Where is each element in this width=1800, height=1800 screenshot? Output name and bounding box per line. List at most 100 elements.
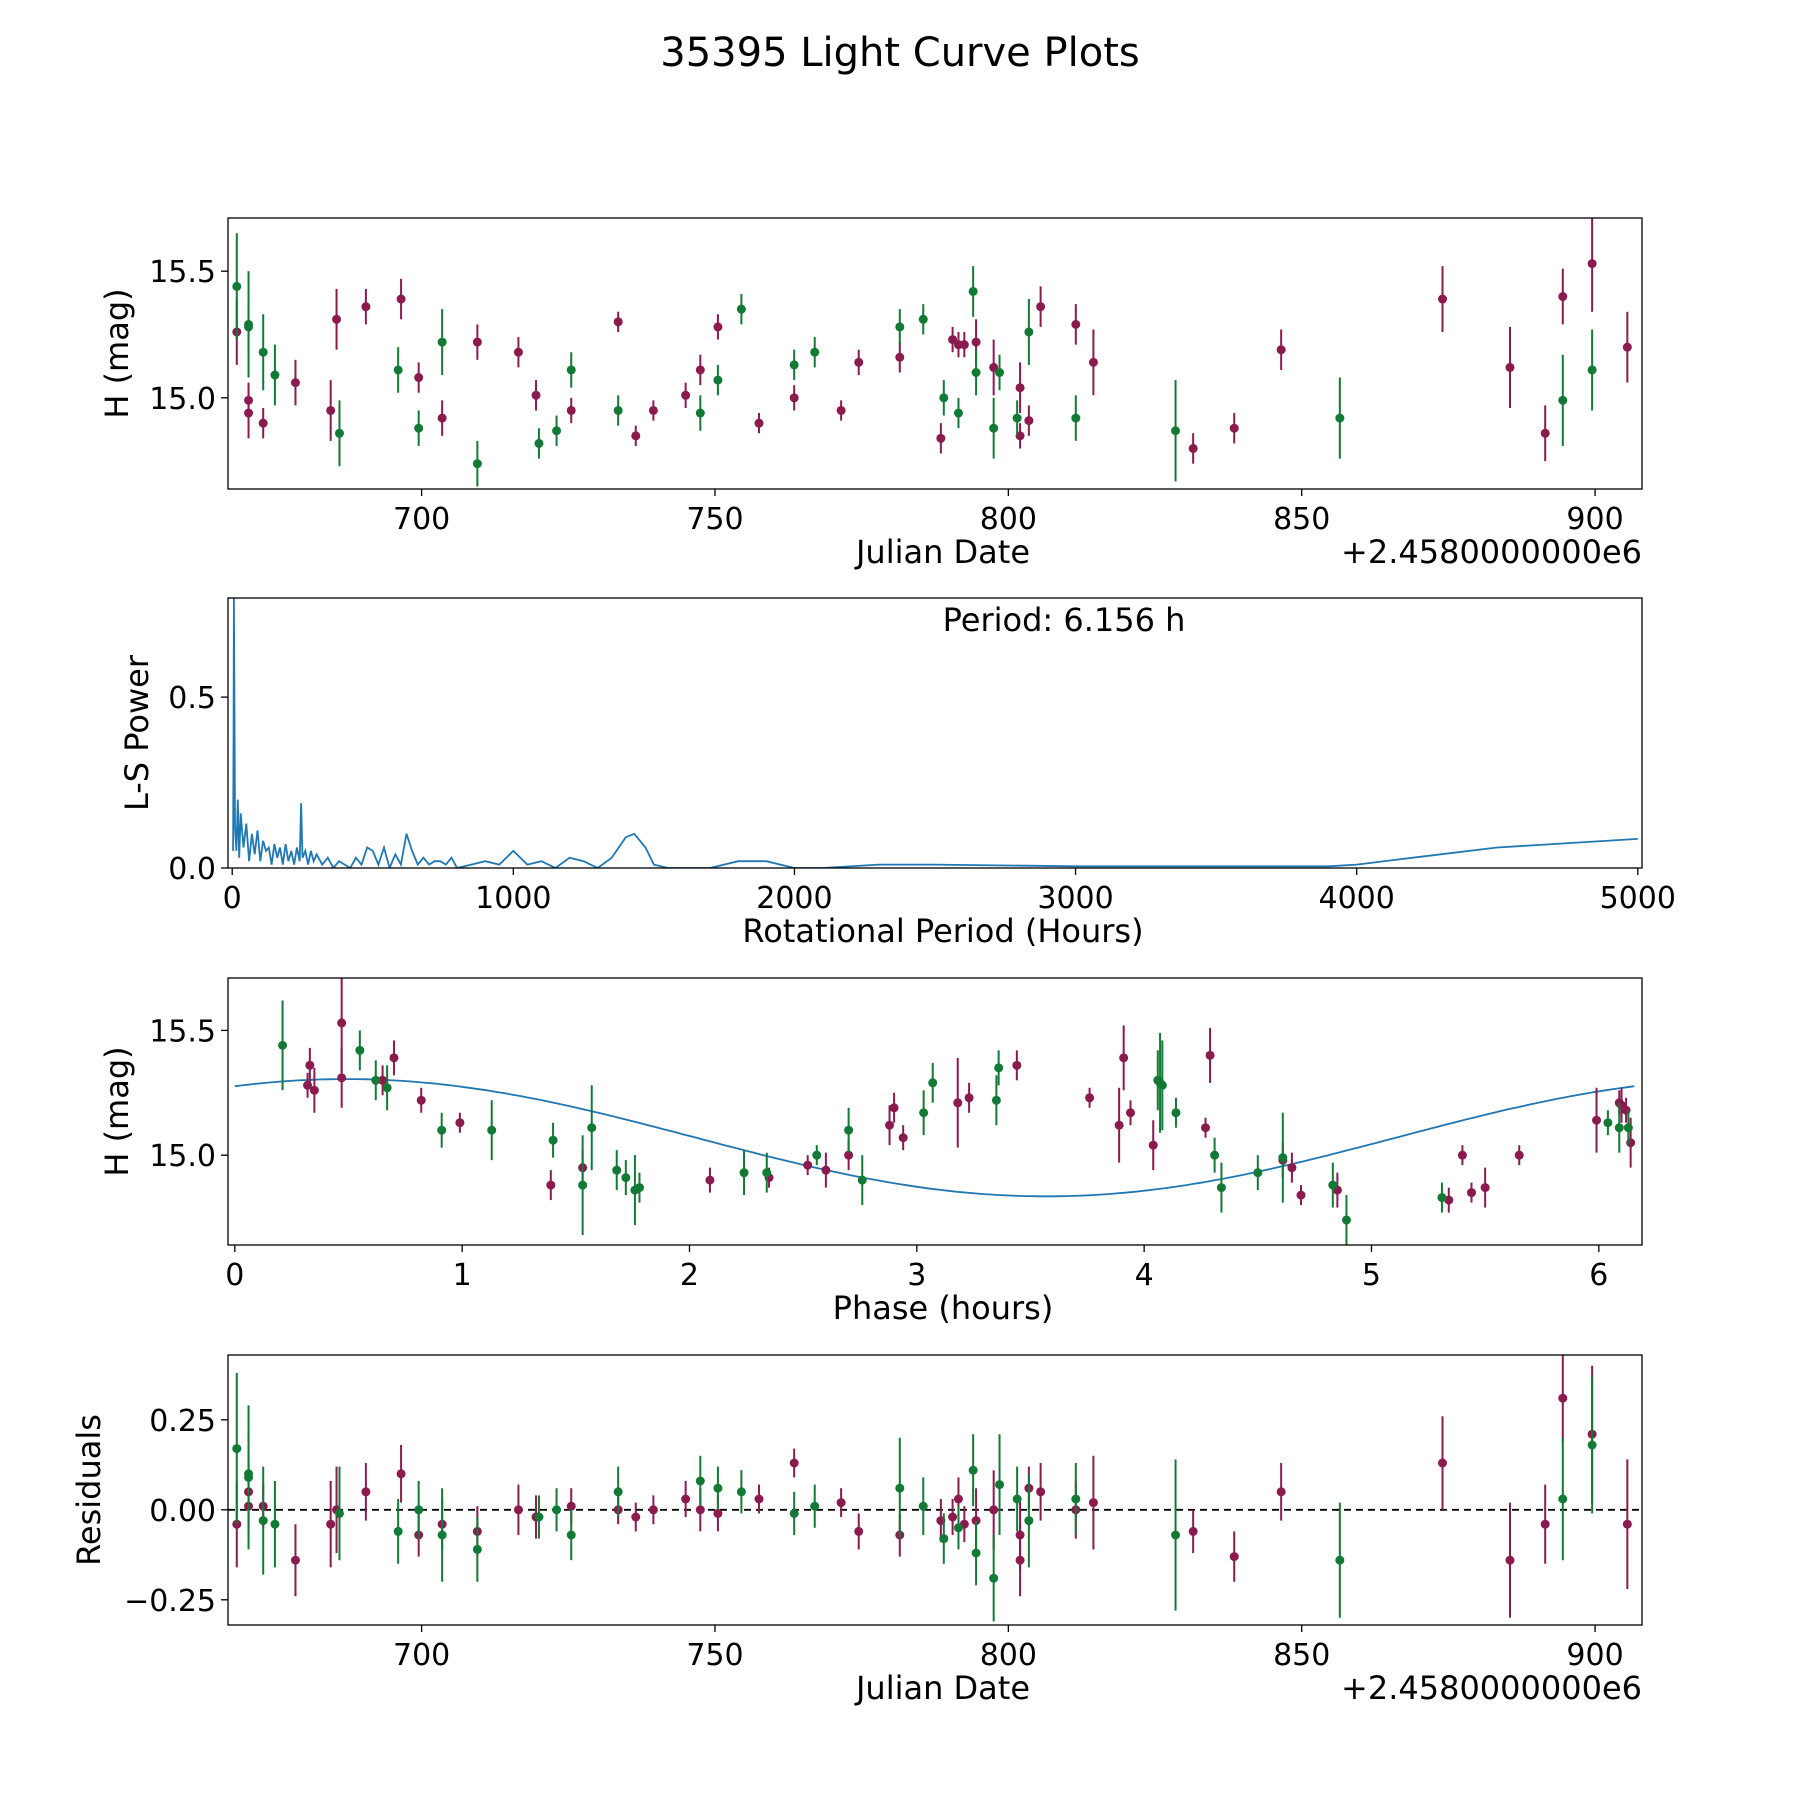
data-point bbox=[414, 1505, 424, 1515]
x-tick-label: 800 bbox=[980, 1638, 1037, 1673]
data-point bbox=[1558, 292, 1568, 302]
data-point bbox=[393, 365, 403, 375]
data-point bbox=[854, 357, 864, 367]
x-axis-label: Phase (hours) bbox=[833, 1289, 1054, 1327]
data-point bbox=[613, 1487, 623, 1497]
data-point bbox=[810, 1501, 820, 1511]
data-point bbox=[393, 1526, 403, 1536]
data-point bbox=[326, 1519, 336, 1529]
data-point bbox=[303, 1080, 313, 1090]
plot-frame bbox=[227, 977, 1643, 1246]
data-point bbox=[968, 286, 978, 296]
data-point bbox=[513, 1505, 523, 1515]
plot-data bbox=[228, 1355, 1642, 1622]
data-point bbox=[1216, 1183, 1226, 1193]
data-point bbox=[971, 337, 981, 347]
data-point bbox=[1036, 1487, 1046, 1497]
data-point bbox=[1188, 443, 1198, 453]
data-point bbox=[621, 1173, 631, 1183]
data-point bbox=[566, 365, 576, 375]
x-tick-label: 2 bbox=[680, 1258, 699, 1293]
data-point bbox=[1335, 413, 1345, 423]
data-point bbox=[414, 373, 424, 383]
data-point bbox=[337, 1073, 347, 1083]
data-point bbox=[1171, 1108, 1181, 1118]
data-point bbox=[895, 352, 905, 362]
data-point bbox=[991, 1095, 1001, 1105]
data-point bbox=[1444, 1195, 1454, 1205]
data-point bbox=[713, 1508, 723, 1518]
period-annotation: Period: 6.156 h bbox=[943, 601, 1186, 639]
data-point bbox=[472, 337, 482, 347]
data-point bbox=[964, 1093, 974, 1103]
data-point bbox=[1012, 413, 1022, 423]
data-point bbox=[270, 1519, 280, 1529]
data-point bbox=[754, 1494, 764, 1504]
data-point bbox=[898, 1133, 908, 1143]
data-point bbox=[1438, 294, 1448, 304]
data-point bbox=[885, 1120, 895, 1130]
data-point bbox=[762, 1168, 772, 1178]
plot-data bbox=[232, 218, 1632, 487]
data-point bbox=[1614, 1123, 1624, 1133]
data-point bbox=[1126, 1108, 1136, 1118]
data-point bbox=[1622, 342, 1632, 352]
data-point bbox=[1201, 1123, 1211, 1133]
data-point bbox=[334, 1508, 344, 1518]
data-point bbox=[895, 322, 905, 332]
data-point bbox=[936, 433, 946, 443]
x-tick-label: 850 bbox=[1273, 502, 1330, 537]
data-point bbox=[681, 390, 691, 400]
data-point bbox=[244, 1469, 254, 1479]
data-point bbox=[513, 347, 523, 357]
data-point bbox=[1071, 319, 1081, 329]
y-tick-label: 0.5 bbox=[168, 681, 216, 716]
x-tick-label: 0 bbox=[223, 881, 242, 916]
data-point bbox=[1276, 345, 1286, 355]
x-tick-label: 2000 bbox=[756, 881, 832, 916]
data-point bbox=[681, 1494, 691, 1504]
y-axis-label: Residuals bbox=[70, 1414, 108, 1566]
data-point bbox=[270, 370, 280, 380]
data-point bbox=[578, 1180, 588, 1190]
data-point bbox=[416, 1095, 426, 1105]
data-point bbox=[232, 281, 242, 291]
x-tick-label: 850 bbox=[1273, 1638, 1330, 1673]
data-point bbox=[396, 294, 406, 304]
data-point bbox=[648, 405, 658, 415]
data-point bbox=[487, 1125, 497, 1135]
data-point bbox=[648, 1505, 658, 1515]
data-point bbox=[612, 1165, 622, 1175]
data-point bbox=[1171, 426, 1181, 436]
data-point bbox=[919, 1108, 929, 1118]
data-point bbox=[566, 1501, 576, 1511]
data-point bbox=[355, 1045, 365, 1055]
data-point bbox=[290, 1555, 300, 1565]
plot-frame bbox=[227, 1354, 1643, 1626]
data-point bbox=[1012, 1060, 1022, 1070]
data-point bbox=[1210, 1150, 1220, 1160]
data-point bbox=[989, 1573, 999, 1583]
data-point bbox=[1540, 1519, 1550, 1529]
x-axis-label: Julian Date bbox=[854, 533, 1030, 571]
data-point bbox=[1437, 1193, 1447, 1203]
data-point bbox=[1587, 365, 1597, 375]
y-axis-label: H (mag) bbox=[98, 1046, 136, 1176]
data-point bbox=[1540, 428, 1550, 438]
data-point bbox=[305, 1060, 315, 1070]
data-point bbox=[613, 405, 623, 415]
data-point bbox=[953, 1098, 963, 1108]
data-point bbox=[959, 340, 969, 350]
data-point bbox=[1253, 1168, 1263, 1178]
data-point bbox=[1024, 1516, 1034, 1526]
data-point bbox=[995, 1480, 1005, 1490]
data-point bbox=[1587, 259, 1597, 269]
data-point bbox=[713, 322, 723, 332]
y-tick-label: 0.00 bbox=[149, 1494, 216, 1529]
data-point bbox=[953, 408, 963, 418]
data-point bbox=[713, 375, 723, 385]
data-point bbox=[361, 1487, 371, 1497]
data-point bbox=[1036, 302, 1046, 312]
data-point bbox=[1205, 1050, 1215, 1060]
x-tick-label: 4 bbox=[1135, 1258, 1154, 1293]
